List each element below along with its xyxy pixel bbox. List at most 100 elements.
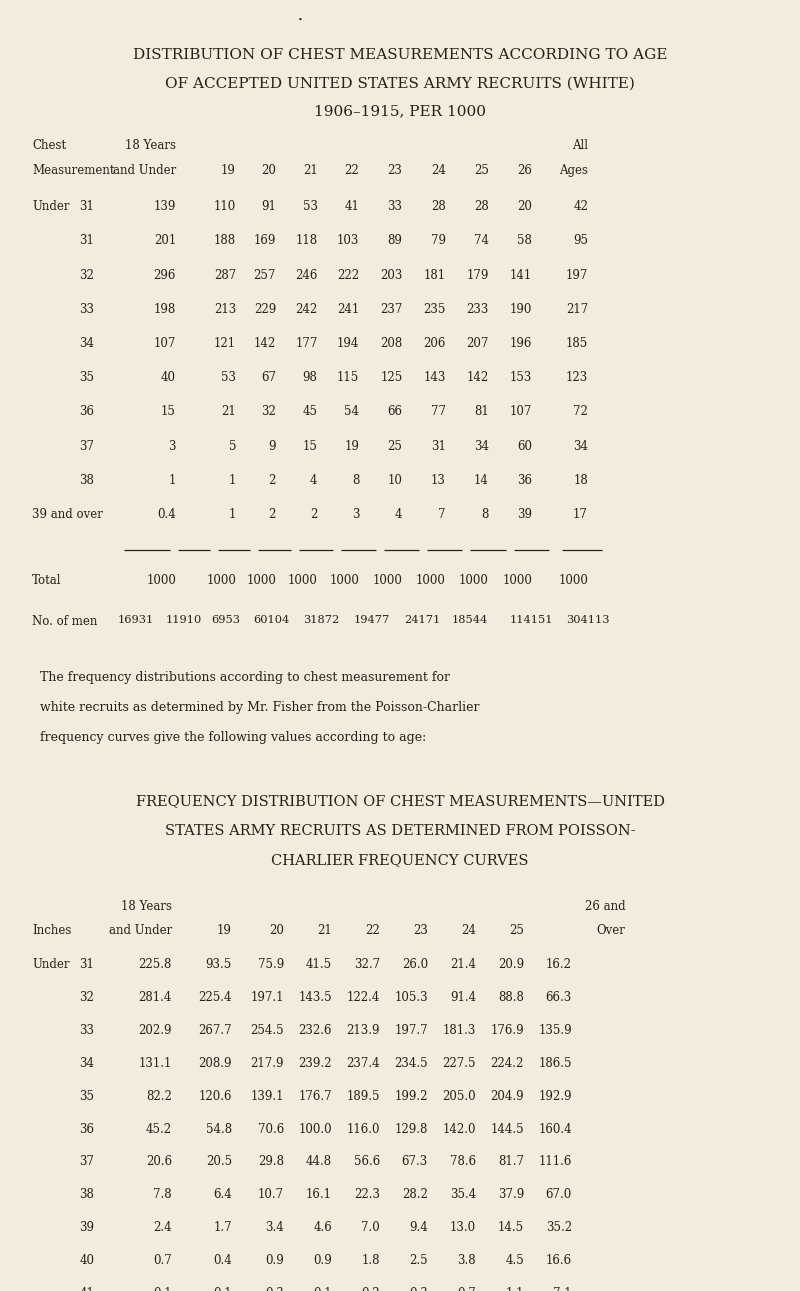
Text: 4.5: 4.5 <box>506 1255 524 1268</box>
Text: 224.2: 224.2 <box>490 1057 524 1070</box>
Text: 74: 74 <box>474 234 489 248</box>
Text: 0.3: 0.3 <box>266 1287 284 1291</box>
Text: 15: 15 <box>302 439 318 453</box>
Text: 198: 198 <box>154 302 176 316</box>
Text: 2.5: 2.5 <box>410 1255 428 1268</box>
Text: 29.8: 29.8 <box>258 1155 284 1168</box>
Text: 201: 201 <box>154 234 176 248</box>
Text: 143.5: 143.5 <box>298 991 332 1004</box>
Text: 1000: 1000 <box>459 574 489 587</box>
Text: 26.0: 26.0 <box>402 958 428 971</box>
Text: 78.6: 78.6 <box>450 1155 476 1168</box>
Text: 225.8: 225.8 <box>138 958 172 971</box>
Text: 19: 19 <box>221 164 236 177</box>
Text: 194: 194 <box>337 337 359 350</box>
Text: 38: 38 <box>79 474 94 487</box>
Text: 20: 20 <box>269 924 284 937</box>
Text: 103: 103 <box>337 234 359 248</box>
Text: 53: 53 <box>221 372 236 385</box>
Text: 217: 217 <box>566 302 588 316</box>
Text: 0.7: 0.7 <box>154 1255 172 1268</box>
Text: 176.7: 176.7 <box>298 1090 332 1103</box>
Text: 35.4: 35.4 <box>450 1189 476 1202</box>
Text: 7: 7 <box>438 507 446 522</box>
Text: Inches: Inches <box>32 924 71 937</box>
Text: 41: 41 <box>79 1287 94 1291</box>
Text: 53: 53 <box>302 200 318 213</box>
Text: 281.4: 281.4 <box>138 991 172 1004</box>
Text: 287: 287 <box>214 269 236 281</box>
Text: 1000: 1000 <box>373 574 402 587</box>
Text: 20: 20 <box>517 200 532 213</box>
Text: 304113: 304113 <box>566 615 610 625</box>
Text: 229: 229 <box>254 302 276 316</box>
Text: and Under: and Under <box>109 924 172 937</box>
Text: 227.5: 227.5 <box>442 1057 476 1070</box>
Text: 79: 79 <box>430 234 446 248</box>
Text: 26: 26 <box>517 164 532 177</box>
Text: 24171: 24171 <box>404 615 440 625</box>
Text: 0.4: 0.4 <box>158 507 176 522</box>
Text: 41.5: 41.5 <box>306 958 332 971</box>
Text: 3.4: 3.4 <box>266 1221 284 1234</box>
Text: 21: 21 <box>318 924 332 937</box>
Text: 35.2: 35.2 <box>546 1221 572 1234</box>
Text: 67.3: 67.3 <box>402 1155 428 1168</box>
Text: 153: 153 <box>510 372 532 385</box>
Text: 129.8: 129.8 <box>394 1123 428 1136</box>
Text: 143: 143 <box>423 372 446 385</box>
Text: 24: 24 <box>461 924 476 937</box>
Text: Over: Over <box>597 924 626 937</box>
Text: 28: 28 <box>474 200 489 213</box>
Text: OF ACCEPTED UNITED STATES ARMY RECRUITS (WHITE): OF ACCEPTED UNITED STATES ARMY RECRUITS … <box>165 76 635 90</box>
Text: 2: 2 <box>269 507 276 522</box>
Text: 37.9: 37.9 <box>498 1189 524 1202</box>
Text: 213: 213 <box>214 302 236 316</box>
Text: 93.5: 93.5 <box>206 958 232 971</box>
Text: 20: 20 <box>261 164 276 177</box>
Text: 21: 21 <box>222 405 236 418</box>
Text: 15: 15 <box>161 405 176 418</box>
Text: 66: 66 <box>387 405 402 418</box>
Text: 125: 125 <box>380 372 402 385</box>
Text: 31: 31 <box>79 958 94 971</box>
Text: 4: 4 <box>395 507 402 522</box>
Text: 225.4: 225.4 <box>198 991 232 1004</box>
Text: 111.6: 111.6 <box>538 1155 572 1168</box>
Text: The frequency distributions according to chest measurement for: The frequency distributions according to… <box>40 671 450 684</box>
Text: 0.1: 0.1 <box>154 1287 172 1291</box>
Text: 131.1: 131.1 <box>138 1057 172 1070</box>
Text: 17: 17 <box>573 507 588 522</box>
Text: 16.6: 16.6 <box>546 1255 572 1268</box>
Text: 142: 142 <box>466 372 489 385</box>
Text: 2.4: 2.4 <box>154 1221 172 1234</box>
Text: 296: 296 <box>154 269 176 281</box>
Text: 14.5: 14.5 <box>498 1221 524 1234</box>
Text: 54.8: 54.8 <box>206 1123 232 1136</box>
Text: 197.1: 197.1 <box>250 991 284 1004</box>
Text: 115: 115 <box>337 372 359 385</box>
Text: white recruits as determined by Mr. Fisher from the Poisson-Charlier: white recruits as determined by Mr. Fish… <box>40 701 479 714</box>
Text: 18: 18 <box>574 474 588 487</box>
Text: 11910: 11910 <box>166 615 202 625</box>
Text: 39: 39 <box>517 507 532 522</box>
Text: 192.9: 192.9 <box>538 1090 572 1103</box>
Text: 1906–1915, PER 1000: 1906–1915, PER 1000 <box>314 105 486 119</box>
Text: 197: 197 <box>566 269 588 281</box>
Text: 31: 31 <box>79 234 94 248</box>
Text: 181: 181 <box>423 269 446 281</box>
Text: 44.8: 44.8 <box>306 1155 332 1168</box>
Text: 123: 123 <box>566 372 588 385</box>
Text: 2: 2 <box>310 507 318 522</box>
Text: 176.9: 176.9 <box>490 1024 524 1037</box>
Text: Under: Under <box>32 958 70 971</box>
Text: 23: 23 <box>387 164 402 177</box>
Text: 20.5: 20.5 <box>206 1155 232 1168</box>
Text: 246: 246 <box>295 269 318 281</box>
Text: 1.1: 1.1 <box>506 1287 524 1291</box>
Text: 2: 2 <box>269 474 276 487</box>
Text: 6953: 6953 <box>211 615 240 625</box>
Text: 16.2: 16.2 <box>546 958 572 971</box>
Text: 105.3: 105.3 <box>394 991 428 1004</box>
Text: 1.8: 1.8 <box>362 1255 380 1268</box>
